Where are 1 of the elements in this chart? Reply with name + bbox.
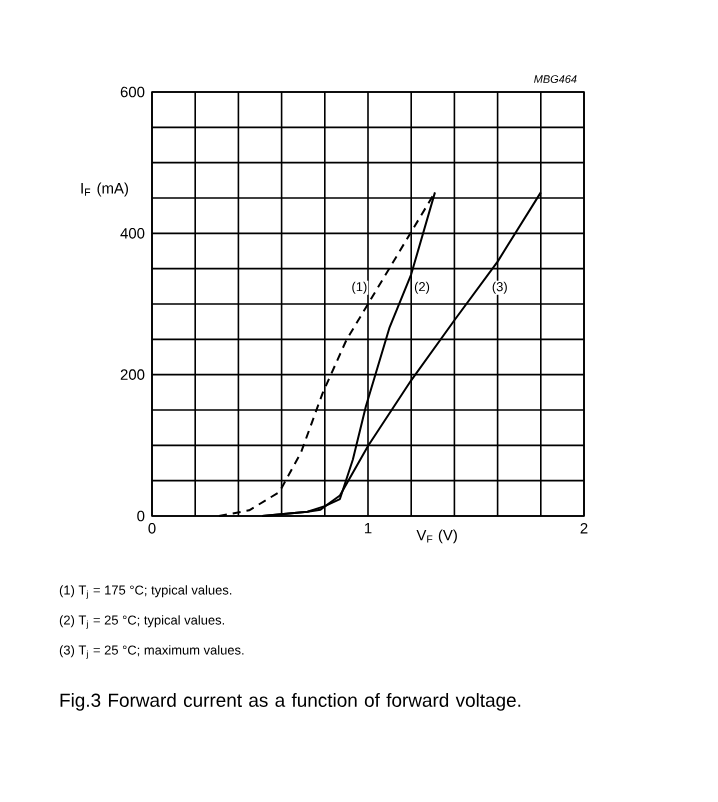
text: Fig.3 Forward current as a function of forward voltage. bbox=[60, 693, 521, 711]
